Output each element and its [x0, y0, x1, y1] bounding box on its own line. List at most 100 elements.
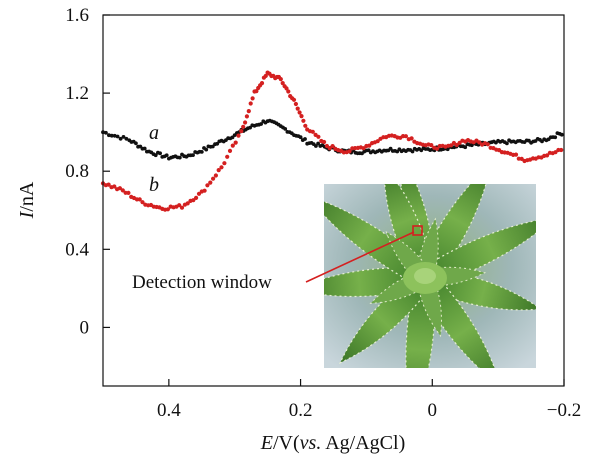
y-tick-label: 0: [80, 317, 90, 338]
data-point: [410, 149, 415, 154]
data-point: [297, 110, 302, 115]
data-point: [137, 197, 142, 202]
data-point: [185, 201, 190, 206]
data-point: [118, 136, 123, 141]
data-point: [316, 134, 321, 139]
data-point: [347, 149, 352, 154]
data-point: [367, 143, 372, 148]
data-point: [124, 136, 129, 141]
inset-photo: [324, 184, 536, 368]
detection-window-label: Detection window: [132, 272, 272, 293]
x-tick-label: 0: [428, 400, 438, 421]
data-point: [316, 141, 320, 146]
data-point: [280, 81, 285, 86]
data-point: [295, 106, 300, 111]
data-point: [553, 150, 558, 155]
data-point: [236, 133, 241, 138]
data-point: [559, 147, 564, 153]
y-axis-title-unit: /nA: [16, 181, 38, 212]
data-point: [403, 134, 408, 139]
data-point: [233, 140, 238, 145]
data-point: [463, 145, 468, 150]
data-point: [199, 150, 204, 154]
data-point: [191, 153, 195, 158]
data-point: [409, 136, 414, 141]
data-point: [553, 135, 558, 140]
y-tick-label: 0.8: [65, 161, 89, 182]
data-point: [107, 133, 111, 138]
data-point: [293, 101, 298, 107]
data-point: [225, 154, 230, 159]
data-point: [434, 146, 440, 151]
data-point: [246, 109, 251, 114]
data-point: [263, 73, 268, 78]
x-axis-title-unit: /V(: [273, 432, 300, 454]
plot-frame: [102, 14, 565, 387]
data-point: [241, 124, 246, 129]
data-point: [158, 151, 163, 156]
data-point: [243, 120, 248, 125]
data-point: [177, 203, 182, 208]
series-label-b: b: [149, 174, 159, 196]
detection-window-pointer: [305, 231, 415, 283]
data-point: [120, 188, 125, 193]
data-point: [291, 97, 297, 102]
data-point: [259, 81, 265, 86]
x-axis-title-vs: vs.: [300, 432, 322, 454]
data-point: [165, 207, 170, 212]
data-point: [303, 123, 308, 128]
data-point: [204, 147, 209, 152]
data-point: [117, 186, 122, 191]
data-point: [115, 134, 120, 139]
y-tick-label: 1.6: [65, 5, 89, 26]
data-point: [259, 122, 263, 126]
data-point: [283, 126, 288, 131]
data-point: [134, 141, 138, 146]
data-point: [429, 143, 434, 148]
data-point: [230, 143, 235, 148]
series-b: [100, 70, 564, 212]
data-point: [213, 173, 218, 178]
data-point: [196, 191, 202, 196]
data-point: [286, 89, 291, 94]
x-axis-title-variable: E: [260, 432, 273, 454]
data-point: [219, 165, 224, 170]
data-point: [222, 161, 227, 166]
data-point: [330, 144, 335, 149]
leaf-shape: [324, 194, 432, 287]
data-point: [216, 168, 221, 173]
series-label-a: a: [149, 122, 159, 144]
data-point: [545, 153, 550, 158]
data-point: [112, 184, 117, 189]
data-point: [513, 152, 519, 157]
data-point: [310, 129, 315, 134]
data-point: [248, 101, 253, 106]
data-point: [121, 135, 126, 139]
x-tick-label: −0.2: [547, 400, 581, 421]
data-point: [164, 153, 169, 158]
data-point: [109, 133, 114, 138]
data-point: [140, 200, 145, 205]
data-point: [239, 129, 244, 134]
data-point: [126, 190, 131, 195]
ticks-layer: 0.4 0.2 0 −0.2 0 0.4 0.8 1.2 1.6: [65, 5, 581, 421]
y-tick-label: 0.4: [65, 239, 89, 260]
x-axis-title-reference: Ag/AgCl): [321, 432, 405, 454]
data-point: [112, 133, 117, 138]
data-point: [254, 89, 259, 94]
data-point: [284, 86, 289, 91]
data-point: [142, 146, 147, 151]
data-point: [298, 135, 303, 140]
data-point: [250, 96, 255, 101]
series-a: [101, 118, 564, 161]
x-tick-label: 0.4: [157, 400, 181, 421]
data-point: [314, 144, 318, 148]
data-point: [227, 148, 233, 153]
data-point: [104, 130, 108, 135]
data-point: [191, 198, 196, 203]
data-point: [299, 114, 304, 119]
y-axis-title-variable: I: [16, 210, 38, 219]
data-point: [375, 139, 380, 144]
